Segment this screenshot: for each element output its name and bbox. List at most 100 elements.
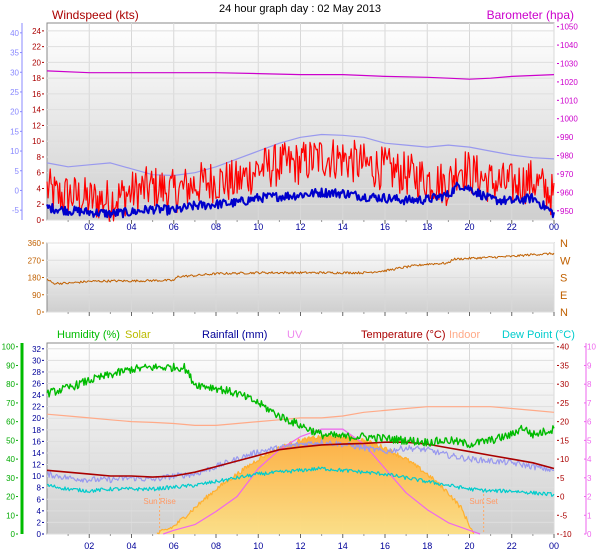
y-tick-label: 40	[10, 29, 19, 38]
x-tick-label: 10	[253, 541, 263, 551]
x-tick-label: 04	[126, 222, 136, 232]
compass-label: N	[560, 238, 568, 250]
windspeed-label: Windspeed (kts)	[52, 8, 139, 22]
y-tick-label: 30	[10, 68, 19, 77]
x-tick-label: 12	[295, 541, 305, 551]
y-tick-label: 70	[6, 399, 15, 408]
temp_band-line	[46, 133, 555, 177]
y-tick-label: 2	[587, 493, 592, 502]
y-tick-label: 6	[37, 169, 42, 178]
legend-item: Rainfall (mm)	[202, 329, 267, 341]
y-tick-label: 0	[37, 308, 42, 317]
y-tick-label: 24	[32, 27, 41, 36]
y-tick-label: 30	[6, 474, 15, 483]
y-tick-label: 50	[6, 436, 15, 445]
y-tick-label: 1	[587, 511, 592, 520]
y-tick-label: 20	[560, 418, 569, 427]
y-tick-label: 8	[587, 380, 592, 389]
y-tick-label: 10	[32, 137, 41, 146]
y-tick-label: 18	[32, 74, 41, 83]
x-tick-label: 06	[169, 222, 179, 232]
y-tick-label: 16	[32, 90, 41, 99]
y-tick-label: 90	[6, 361, 15, 370]
legend-item: Temperature (°C)	[361, 329, 445, 341]
y-tick-label: 40	[6, 455, 15, 464]
legend-item: Indoor	[449, 329, 481, 341]
y-tick-label: 10	[10, 147, 19, 156]
y-tick-label: 4	[37, 184, 42, 193]
compass-label: W	[560, 255, 571, 267]
y-tick-label: 4	[587, 455, 592, 464]
y-tick-label: 8	[37, 484, 42, 493]
y-tick-label: 1000	[560, 115, 578, 124]
y-tick-label: 100	[2, 343, 16, 352]
y-tick-label: 20	[32, 414, 41, 423]
wind_gust-line	[46, 139, 555, 222]
x-tick-label: 04	[126, 541, 136, 551]
y-tick-label: 90	[32, 291, 41, 300]
y-tick-label: 22	[32, 43, 41, 52]
compass-label: N	[560, 307, 568, 319]
temp_band-line	[46, 439, 555, 484]
y-tick-label: 1020	[560, 78, 578, 87]
y-tick-label: 10	[587, 343, 596, 352]
y-tick-label: 6	[587, 418, 592, 427]
x-tick-label: 12	[295, 222, 305, 232]
y-tick-label: 35	[560, 361, 569, 370]
y-tick-label: 1030	[560, 60, 578, 69]
sun-label: Sun Rise	[143, 497, 176, 506]
compass-label: S	[560, 273, 567, 285]
humidity-temp-panel: Humidity (%) Solar Rainfall (mm) UV Temperat…	[2, 329, 597, 551]
legend-item: Dew Point (°C)	[502, 329, 575, 341]
y-tick-label: 0	[15, 186, 20, 195]
x-tick-label: 14	[338, 222, 348, 232]
compass-label: E	[560, 290, 567, 302]
x-tick-label: 08	[211, 222, 221, 232]
y-tick-label: 10	[6, 511, 15, 520]
y-tick-label: 2	[37, 518, 42, 527]
x-tick-label: 14	[338, 541, 348, 551]
y-tick-label: 16	[32, 437, 41, 446]
y-tick-label: 80	[6, 380, 15, 389]
y-tick-label: 25	[10, 88, 19, 97]
y-tick-label: 14	[32, 106, 41, 115]
y-tick-label: 5	[560, 474, 565, 483]
indoor-line	[46, 406, 555, 426]
y-tick-label: 10	[560, 455, 569, 464]
y-tick-label: 9	[587, 361, 592, 370]
y-tick-label: 5	[15, 167, 20, 176]
x-tick-label: 20	[464, 541, 474, 551]
y-tick-label: 20	[6, 493, 15, 502]
y-tick-label: 970	[560, 170, 574, 179]
y-tick-label: 32	[32, 345, 41, 354]
wind_dir-line	[46, 252, 555, 285]
y-tick-label: 0	[11, 530, 16, 539]
y-tick-label: 30	[560, 380, 569, 389]
y-tick-label: 950	[560, 207, 574, 216]
sun-label: Sun Set	[469, 497, 498, 506]
y-tick-label: 0	[587, 530, 592, 539]
legend-item: Humidity (%)	[57, 329, 120, 341]
y-tick-label: 960	[560, 188, 574, 197]
y-tick-label: 1050	[560, 23, 578, 32]
x-tick-label: 18	[422, 541, 432, 551]
wind-baro-panel: Windspeed (kts) Barometer (hpa) 02 04 06 08…	[10, 8, 578, 232]
y-tick-label: 6	[37, 495, 42, 504]
y-tick-label: 980	[560, 152, 574, 161]
humidity-line	[46, 362, 555, 449]
y-tick-label: 360	[28, 239, 42, 248]
x-tick-label: 20	[464, 222, 474, 232]
x-tick-label: 02	[84, 541, 94, 551]
y-tick-label: 4	[37, 507, 42, 516]
page-title: 24 hour graph day : 02 May 2013	[219, 3, 381, 15]
uv-line	[163, 428, 481, 535]
y-tick-label: 14	[32, 449, 41, 458]
baro-line	[46, 70, 555, 80]
x-tick-label: 22	[507, 222, 517, 232]
y-tick-label: 0	[560, 493, 565, 502]
x-tick-label: 06	[169, 541, 179, 551]
y-tick-label: 1010	[560, 96, 578, 105]
y-tick-label: 180	[28, 274, 42, 283]
